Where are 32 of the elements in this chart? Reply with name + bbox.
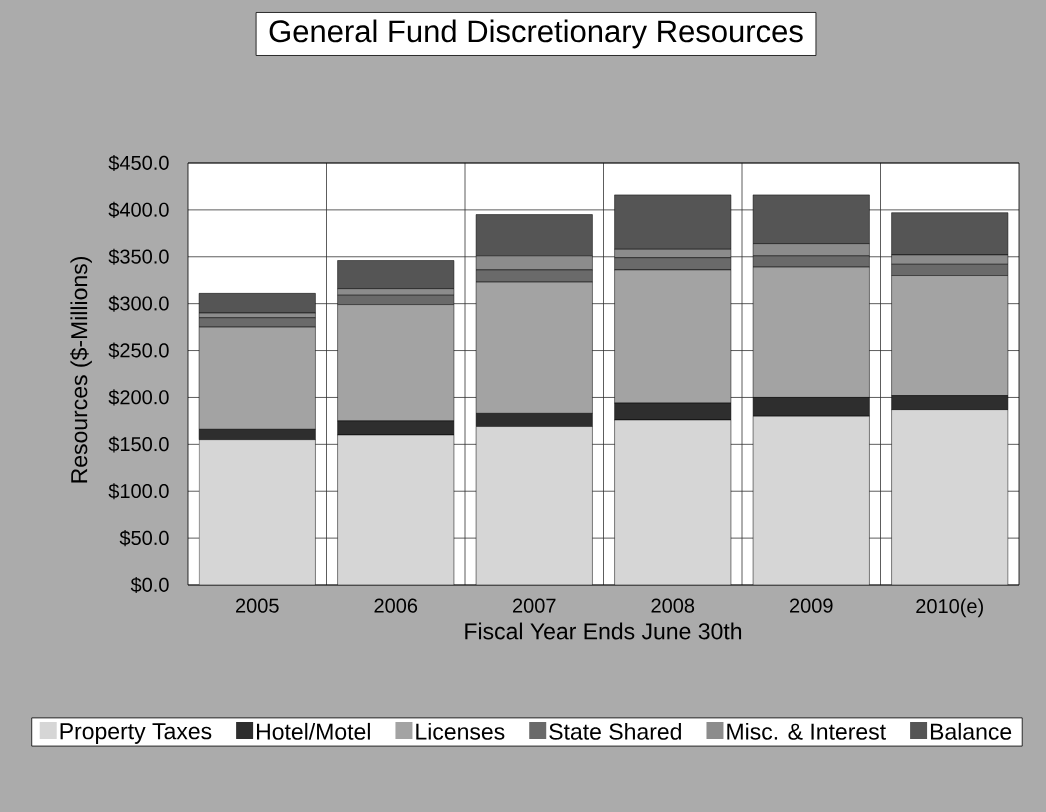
y-tick-label: $450.0 <box>108 154 169 172</box>
y-tick-label: $50.0 <box>119 530 169 547</box>
legend-label: Balance <box>930 722 1012 740</box>
y-tick-label: $0.0 <box>130 576 169 594</box>
x-tick-label: 2009 <box>790 598 833 613</box>
x-tick-label: 2010(e) <box>916 598 983 618</box>
y-tick-label: $200.0 <box>108 389 169 406</box>
y-tick-label: $400.0 <box>108 201 169 218</box>
legend-label: Hotel/Motel <box>257 722 370 740</box>
x-axis-title: Fiscal Year Ends June 30th <box>465 622 742 640</box>
bar <box>198 293 316 314</box>
bar <box>476 426 593 585</box>
y-tick-label: $150.0 <box>108 436 169 453</box>
x-tick-label: 2005 <box>236 598 279 613</box>
y-tick-label: $300.0 <box>108 295 169 312</box>
chart-title: General Fund Discretionary Resources <box>269 19 803 49</box>
legend-label: Misc. & Interest <box>727 722 886 740</box>
bar <box>891 409 1009 585</box>
legend-label: State Shared <box>549 722 681 740</box>
y-tick-label: $100.0 <box>108 483 169 500</box>
legend-label: Property Taxes <box>60 723 212 744</box>
x-tick-label: 2007 <box>513 598 556 613</box>
x-tick-label: 2006 <box>374 598 418 613</box>
y-axis-title: Resources ($-Millions) <box>70 257 92 483</box>
legend-label: Licenses <box>416 722 505 740</box>
bar <box>614 419 731 585</box>
x-tick-label: 2008 <box>651 598 695 613</box>
bar <box>199 439 316 585</box>
y-tick-label: $350.0 <box>108 248 169 265</box>
bar <box>337 434 454 585</box>
y-tick-label: $250.0 <box>108 342 169 359</box>
bar <box>753 416 870 585</box>
